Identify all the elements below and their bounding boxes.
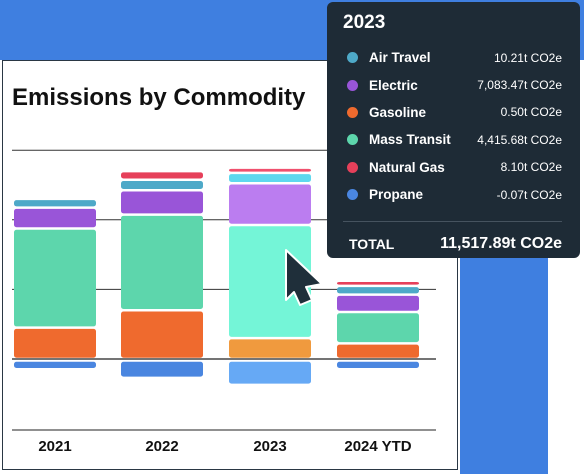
x-tick-label: 2021 xyxy=(38,438,71,455)
bar-propane-2022[interactable] xyxy=(121,361,203,377)
tooltip-row-label: Natural Gas xyxy=(369,159,445,175)
x-tick-label: 2022 xyxy=(145,438,178,455)
tooltip-row-electric: Electric 7,083.47t CO2e xyxy=(343,71,562,98)
chart-title: Emissions by Commodity xyxy=(12,84,306,111)
bar-propane-2023[interactable] xyxy=(229,361,311,384)
gasoline-dot-icon xyxy=(347,106,358,118)
x-tick-label: 2023 xyxy=(253,438,286,455)
air-travel-dot-icon xyxy=(347,52,358,64)
bar-gasoline-2024-ytd[interactable] xyxy=(337,344,419,358)
tooltip-row-label: Electric xyxy=(369,77,418,93)
bar-electric-2023[interactable] xyxy=(229,184,311,224)
bar-gasoline-2022[interactable] xyxy=(121,311,203,358)
x-tick-label: 2024 YTD xyxy=(344,438,411,455)
bar-air-travel-2021[interactable] xyxy=(14,200,96,207)
bar-mass-transit-2023[interactable] xyxy=(229,226,311,337)
tooltip-row-natural-gas: Natural Gas 8.10t CO2e xyxy=(343,154,562,181)
tooltip-total-value: 11,517.89t CO2e xyxy=(440,235,562,253)
bar-air-travel-2024-ytd[interactable] xyxy=(337,287,419,294)
tooltip-row-label: Propane xyxy=(369,187,424,203)
bar-electric-2024-ytd[interactable] xyxy=(337,295,419,311)
tooltip-row-air-travel: Air Travel 10.21t CO2e xyxy=(343,44,562,71)
bar-mass-transit-2021[interactable] xyxy=(14,229,96,327)
tooltip-row-value: 0.50t CO2e xyxy=(500,105,562,120)
tooltip-row-value: -0.07t CO2e xyxy=(496,187,562,202)
bar-air-travel-2023[interactable] xyxy=(229,174,311,183)
bar-natural-gas-2022[interactable] xyxy=(121,172,203,179)
tooltip-row-value: 7,083.47t CO2e xyxy=(477,78,562,93)
propane-dot-icon xyxy=(347,189,358,201)
bar-propane-2024-ytd[interactable] xyxy=(337,361,419,368)
natural-gas-dot-icon xyxy=(347,161,358,173)
bar-gasoline-2021[interactable] xyxy=(14,328,96,358)
bar-natural-gas-2023[interactable] xyxy=(229,168,311,172)
tooltip-row-propane: Propane -0.07t CO2e xyxy=(343,181,562,208)
tooltip-total-label: TOTAL xyxy=(349,236,395,253)
bar-electric-2021[interactable] xyxy=(14,208,96,228)
tooltip-row-value: 10.21t CO2e xyxy=(493,50,562,65)
tooltip-title: 2023 xyxy=(343,12,386,33)
tooltip-divider xyxy=(343,221,562,223)
mass-transit-dot-icon xyxy=(347,134,358,146)
tooltip-panel: 2023 Air Travel 10.21t CO2e Electric 7,0… xyxy=(327,2,580,258)
bar-mass-transit-2024-ytd[interactable] xyxy=(337,313,419,343)
tooltip-row-gasoline: Gasoline 0.50t CO2e xyxy=(343,99,562,126)
bar-gasoline-2023[interactable] xyxy=(229,339,311,358)
bar-air-travel-2022[interactable] xyxy=(121,181,203,189)
bar-mass-transit-2022[interactable] xyxy=(121,215,203,310)
tooltip-row-mass-transit: Mass Transit 4,415.68t CO2e xyxy=(343,126,562,153)
electric-dot-icon xyxy=(347,79,358,91)
bar-natural-gas-2024-ytd[interactable] xyxy=(337,281,419,285)
bar-propane-2021[interactable] xyxy=(14,361,96,368)
tooltip-row-label: Air Travel xyxy=(369,50,431,66)
tooltip-row-value: 4,415.68t CO2e xyxy=(477,132,562,147)
bar-electric-2022[interactable] xyxy=(121,191,203,214)
tooltip-row-label: Mass Transit xyxy=(369,132,451,148)
side-accent-bar xyxy=(460,250,548,474)
tooltip-total-row: TOTAL 11,517.89t CO2e xyxy=(343,222,562,266)
tooltip-row-value: 8.10t CO2e xyxy=(500,160,562,175)
tooltip-row-label: Gasoline xyxy=(369,104,427,120)
